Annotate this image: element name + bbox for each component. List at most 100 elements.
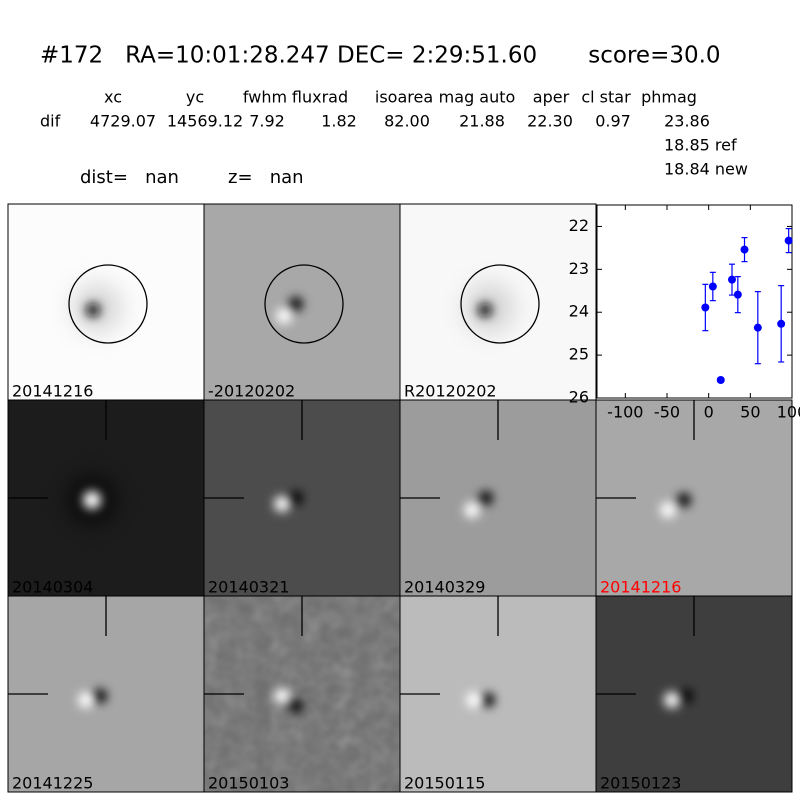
plot-area bbox=[596, 204, 793, 399]
image-panel: R20120202 bbox=[399, 203, 597, 401]
x-tick-label: -50 bbox=[654, 403, 680, 422]
cell: 23.86 bbox=[664, 112, 710, 131]
negative-lobe bbox=[289, 297, 303, 311]
column-header: yc bbox=[186, 88, 204, 107]
cell: 0.97 bbox=[595, 112, 631, 131]
data-point bbox=[777, 319, 786, 328]
panel-label: 20150103 bbox=[208, 774, 289, 793]
panel-label: 20141225 bbox=[12, 774, 93, 793]
cell: 82.00 bbox=[384, 112, 430, 131]
aperture bbox=[460, 264, 540, 344]
x-tick-label: -100 bbox=[607, 403, 643, 422]
positive-lobe bbox=[274, 496, 290, 512]
panel-label: 20140329 bbox=[404, 578, 485, 597]
image bbox=[8, 204, 204, 400]
image bbox=[400, 596, 596, 792]
image-panel: 20140304 bbox=[7, 399, 205, 597]
image bbox=[596, 596, 792, 792]
panel-label: 20141216 bbox=[600, 578, 681, 597]
cell: 1.82 bbox=[321, 112, 357, 131]
negative-lobe bbox=[289, 699, 303, 713]
data-point bbox=[753, 323, 762, 332]
data-point bbox=[784, 236, 793, 245]
positive-lobe bbox=[464, 502, 480, 518]
x-tick-label: 0 bbox=[704, 403, 714, 422]
image bbox=[400, 400, 596, 596]
image-panel: 20141225 bbox=[7, 595, 205, 793]
data-point bbox=[733, 290, 742, 299]
image-panel: 20140321 bbox=[203, 399, 401, 597]
column-header: phmag bbox=[641, 88, 697, 107]
panel-label: 20140321 bbox=[208, 578, 289, 597]
data-point bbox=[708, 282, 717, 291]
positive-lobe bbox=[276, 308, 292, 324]
data-point bbox=[740, 245, 749, 254]
image-panel: 20140329 bbox=[399, 399, 597, 597]
image-panel: 20150115 bbox=[399, 595, 597, 793]
positive-lobe bbox=[660, 502, 676, 518]
row-label: dif bbox=[40, 112, 61, 131]
redshift: z= nan bbox=[228, 167, 304, 188]
panel-label: 20150115 bbox=[404, 774, 485, 793]
column-header: xc bbox=[104, 88, 122, 107]
positive-lobe bbox=[274, 688, 290, 704]
cell: 7.92 bbox=[249, 112, 285, 131]
image-panel: 20141216 bbox=[595, 399, 793, 597]
positive-lobe bbox=[78, 692, 94, 708]
light-curve: 22 23 24 25 26 -100 -50 0 50 100 bbox=[569, 204, 800, 422]
column-header: fluxrad bbox=[292, 88, 348, 107]
y-tick-label: 25 bbox=[569, 345, 589, 364]
panel-label: -20120202 bbox=[208, 382, 295, 401]
panels: 20141216 -20120202 R20120202 20140304 201403… bbox=[7, 203, 793, 793]
dist: dist= nan bbox=[80, 167, 179, 188]
column-header: isoarea bbox=[375, 88, 433, 107]
y-tick-label: 26 bbox=[569, 388, 589, 407]
image bbox=[596, 400, 792, 596]
positive-lobe bbox=[466, 692, 482, 708]
cell: 22.30 bbox=[527, 112, 573, 131]
column-header: aper bbox=[533, 88, 570, 107]
positive-lobe bbox=[664, 692, 680, 708]
source bbox=[86, 303, 100, 317]
aperture bbox=[264, 264, 344, 344]
negative-lobe bbox=[677, 493, 691, 507]
y-tick-label: 23 bbox=[569, 259, 589, 278]
column-header: cl star bbox=[581, 88, 631, 107]
panel-label: 20140304 bbox=[12, 578, 93, 597]
image bbox=[400, 204, 596, 400]
negative-lobe bbox=[481, 693, 495, 707]
data-point bbox=[716, 375, 725, 384]
image-panel: 20150103 bbox=[203, 595, 401, 793]
column-header: fwhm bbox=[243, 88, 287, 107]
new-mag: 18.84 new bbox=[664, 160, 748, 179]
source bbox=[478, 303, 492, 317]
image bbox=[8, 596, 204, 792]
positive-lobe bbox=[83, 491, 101, 509]
image-panel: 20150123 bbox=[595, 595, 793, 793]
negative-lobe bbox=[479, 491, 493, 505]
panel-label: 20141216 bbox=[12, 382, 93, 401]
negative-lobe bbox=[289, 491, 303, 505]
ref-mag: 18.85 ref bbox=[664, 136, 737, 155]
column-header: mag auto bbox=[439, 88, 516, 107]
y-tick-label: 24 bbox=[569, 302, 589, 321]
image-panel: -20120202 bbox=[203, 203, 401, 401]
x-tick-label: 100 bbox=[777, 403, 800, 422]
cell: 14569.12 bbox=[167, 112, 243, 131]
image bbox=[204, 596, 400, 792]
negative-lobe bbox=[679, 689, 693, 703]
data-point bbox=[728, 275, 736, 284]
image bbox=[204, 204, 400, 400]
image bbox=[204, 400, 400, 596]
data-point bbox=[701, 303, 710, 312]
aperture bbox=[68, 264, 148, 344]
panel-label: R20120202 bbox=[404, 382, 497, 401]
panel-border bbox=[595, 595, 793, 793]
cell: 4729.07 bbox=[90, 112, 156, 131]
x-tick-label: 50 bbox=[740, 403, 760, 422]
panel-label: 20150123 bbox=[600, 774, 681, 793]
negative-lobe bbox=[93, 689, 107, 703]
image-panel: 20141216 bbox=[7, 203, 205, 401]
title: #172 RA=10:01:28.247 DEC= 2:29:51.60 sco… bbox=[40, 43, 721, 69]
